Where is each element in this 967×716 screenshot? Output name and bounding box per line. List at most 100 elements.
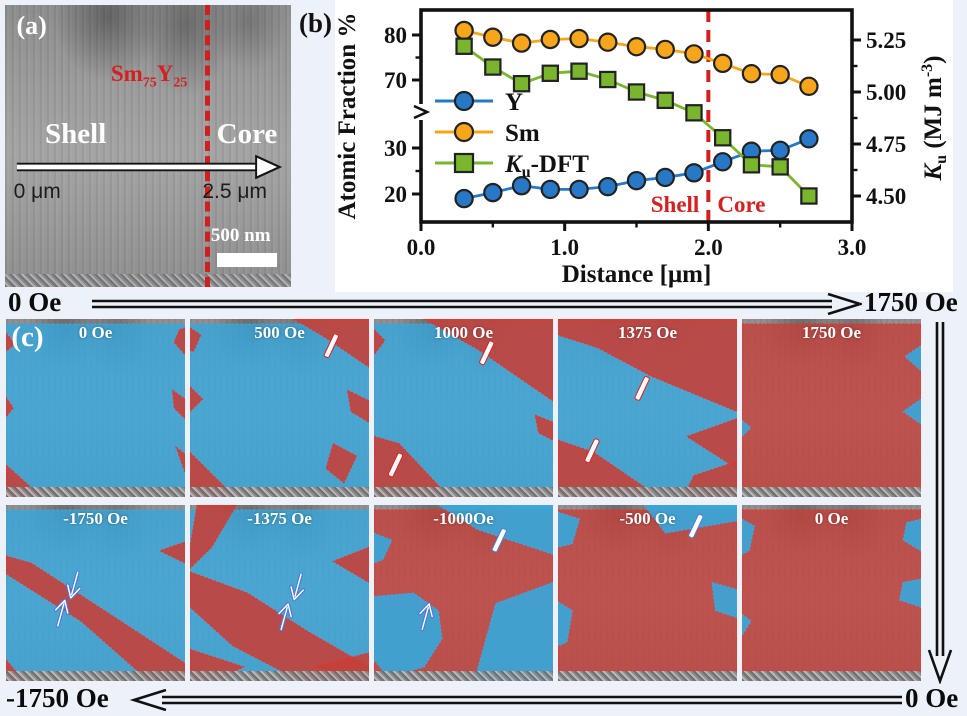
field-value-label: -1375 Oe bbox=[247, 509, 312, 529]
shell-core-divider-line bbox=[205, 5, 211, 287]
composition-anisotropy-chart: 0.0 1.0 2.0 3.0 80 70 30 20 5.25 5.00 4.75 4.50 Y Sm K… bbox=[334, 0, 967, 292]
domain-image-pos-3: 1375 Oe bbox=[558, 319, 737, 497]
scalebar bbox=[216, 253, 277, 268]
domain-overlay bbox=[190, 319, 369, 497]
svg-text:Shell: Shell bbox=[651, 192, 700, 217]
domain-wall-marker bbox=[324, 333, 339, 358]
substrate-strip bbox=[558, 671, 737, 681]
domain-arrow-marker bbox=[275, 602, 294, 631]
distance-arrow bbox=[16, 154, 282, 180]
svg-text:Atomic Fraction %: Atomic Fraction % bbox=[335, 13, 361, 220]
field-sweep-arrow-right bbox=[927, 322, 953, 684]
substrate-strip bbox=[5, 274, 291, 287]
bottom-arrow-right-label: 0 Oe bbox=[905, 683, 959, 713]
field-value-label: 0 Oe bbox=[814, 509, 849, 529]
field-value-label: 1000 Oe bbox=[433, 323, 494, 343]
field-value-label: 500 Oe bbox=[254, 323, 305, 343]
substrate-strip bbox=[6, 671, 185, 681]
field-value-label: 0 Oe bbox=[78, 323, 113, 343]
domain-arrow-marker bbox=[65, 571, 84, 600]
substrate-strip bbox=[742, 487, 921, 497]
field-value-label: -1750 Oe bbox=[63, 509, 128, 529]
field-sweep-arrow-bottom bbox=[129, 689, 902, 711]
svg-text:Sm: Sm bbox=[505, 120, 540, 147]
composition-annotation: Sm75Y25 bbox=[111, 61, 188, 92]
svg-text:5.25: 5.25 bbox=[866, 28, 906, 53]
panel-a-micrograph: (a) Sm75Y25 Shell Core 0 μm 2.5 μm 500 n… bbox=[5, 5, 291, 287]
svg-text:3.0: 3.0 bbox=[838, 235, 867, 260]
svg-text:4.75: 4.75 bbox=[866, 132, 906, 157]
svg-text:4.50: 4.50 bbox=[866, 184, 906, 209]
domain-wall-marker bbox=[634, 376, 649, 401]
substrate-strip bbox=[558, 487, 737, 497]
domain-overlay bbox=[6, 505, 185, 681]
scale-end-label: 2.5 μm bbox=[202, 179, 267, 203]
domain-image-neg-2: -1000Oe bbox=[374, 505, 553, 681]
svg-text:0.0: 0.0 bbox=[407, 235, 436, 260]
domain-wall-marker bbox=[584, 438, 599, 463]
svg-text:Ku (MJ m-3): Ku (MJ m-3) bbox=[919, 56, 950, 182]
scalebar-label: 500 nm bbox=[210, 224, 271, 246]
svg-text:20: 20 bbox=[384, 182, 407, 207]
svg-text:2.0: 2.0 bbox=[694, 235, 723, 260]
domain-overlay bbox=[6, 319, 185, 497]
domain-image-pos-0: 0 Oe (c) bbox=[6, 319, 185, 497]
domain-arrow-marker bbox=[288, 573, 307, 602]
svg-text:Ku-DFT: Ku-DFT bbox=[504, 151, 589, 181]
domain-wall-marker bbox=[388, 453, 403, 478]
domain-overlay bbox=[558, 505, 737, 681]
domain-image-pos-1: 500 Oe bbox=[190, 319, 369, 497]
domain-wall-marker bbox=[492, 528, 507, 553]
top-arrow-left-label: 0 Oe bbox=[8, 287, 62, 317]
substrate-strip bbox=[374, 671, 553, 681]
substrate-strip bbox=[190, 671, 369, 681]
domain-overlay bbox=[190, 505, 369, 681]
field-value-label: 1375 Oe bbox=[617, 323, 678, 343]
field-value-label: -500 Oe bbox=[619, 509, 676, 529]
formula-sub1: 75 bbox=[142, 75, 157, 91]
svg-text:30: 30 bbox=[384, 136, 407, 161]
substrate-strip bbox=[374, 487, 553, 497]
domain-image-pos-4: 1750 Oe bbox=[742, 319, 921, 497]
svg-text:80: 80 bbox=[384, 23, 407, 48]
domain-overlay bbox=[374, 319, 553, 497]
formula-sub2: 25 bbox=[173, 75, 188, 91]
domain-overlay bbox=[374, 505, 553, 681]
svg-text:1.0: 1.0 bbox=[550, 235, 579, 260]
top-arrow-right-label: 1750 Oe bbox=[864, 287, 958, 317]
domain-image-neg-4: 0 Oe bbox=[742, 505, 921, 681]
field-sweep-arrow-top bbox=[92, 293, 862, 315]
domain-wall-marker bbox=[479, 340, 494, 365]
domain-wall-marker bbox=[688, 514, 703, 539]
svg-text:5.00: 5.00 bbox=[866, 80, 906, 105]
shell-label: Shell bbox=[45, 117, 107, 150]
substrate-strip bbox=[190, 487, 369, 497]
chart-svg: 0.0 1.0 2.0 3.0 80 70 30 20 5.25 5.00 4.75 4.50 Y Sm K… bbox=[334, 8, 950, 288]
field-value-label: -1000Oe bbox=[433, 509, 494, 529]
field-value-label: 1750 Oe bbox=[801, 323, 862, 343]
domain-arrow-marker bbox=[416, 602, 435, 631]
svg-text:Y: Y bbox=[505, 89, 523, 116]
domain-image-neg-3: -500 Oe bbox=[558, 505, 737, 681]
svg-text:Core: Core bbox=[717, 192, 765, 217]
domain-overlay bbox=[558, 319, 737, 497]
domain-overlay bbox=[742, 319, 921, 497]
panel-c-label: (c) bbox=[11, 320, 44, 353]
domain-image-pos-2: 1000 Oe bbox=[374, 319, 553, 497]
substrate-strip bbox=[742, 671, 921, 681]
core-label: Core bbox=[216, 117, 278, 150]
panel-a-label: (a) bbox=[16, 10, 47, 40]
formula-el1: Sm bbox=[110, 61, 143, 87]
svg-text:70: 70 bbox=[384, 68, 407, 93]
panel-b-label: (b) bbox=[299, 8, 332, 38]
bottom-arrow-left-label: -1750 Oe bbox=[6, 683, 109, 713]
domain-image-neg-0: -1750 Oe bbox=[6, 505, 185, 681]
substrate-strip bbox=[6, 487, 185, 497]
domain-image-neg-1: -1375 Oe bbox=[190, 505, 369, 681]
svg-text:Distance [μm]: Distance [μm] bbox=[562, 261, 712, 288]
scale-start-label: 0 μm bbox=[13, 179, 61, 203]
panel-b-background: 0.0 1.0 2.0 3.0 80 70 30 20 5.25 5.00 4.75 4.50 Y Sm K… bbox=[334, 0, 953, 292]
domain-overlay bbox=[742, 505, 921, 681]
formula-el2: Y bbox=[156, 61, 174, 87]
